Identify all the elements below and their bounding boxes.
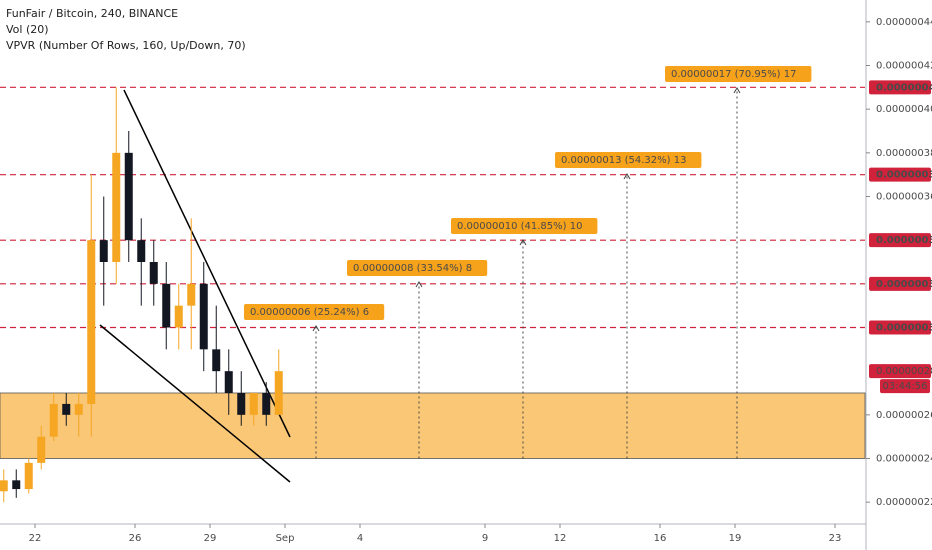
candle-body [212, 349, 221, 372]
candle-body [224, 371, 233, 393]
annotation-box [244, 304, 385, 320]
countdown-tag [880, 379, 930, 394]
trendline [99, 324, 291, 483]
candle-body [37, 436, 46, 463]
annotation-label: 0.00000010 (41.85%) 10 [457, 221, 582, 232]
y-tick-label: 0.00000044 [876, 17, 932, 28]
y-tick-label: 0.00000036 [876, 192, 932, 203]
candle-body [199, 283, 208, 350]
y-tick-label: 0.00000038 [876, 148, 932, 159]
arrow-head [415, 281, 423, 288]
annotation-label: 0.00000008 (33.54%) 8 [353, 263, 472, 274]
candle-body [62, 403, 71, 415]
x-tick-label: 23 [829, 533, 842, 544]
candle-body [262, 393, 271, 415]
annotation-box [555, 152, 702, 168]
candle-body [174, 305, 183, 328]
arrow-head [623, 173, 631, 180]
symbol: FunFair / Bitcoin, 240, BINANCE [6, 7, 178, 20]
level-label: 0.00000032 [876, 279, 932, 290]
candle-body [0, 480, 8, 492]
y-tick-label: 0.00000024 [876, 454, 932, 465]
x-tick-label: 29 [204, 533, 217, 544]
candle-body [124, 152, 133, 241]
level-tag [869, 80, 931, 95]
candle-body [24, 462, 33, 490]
x-tick-label: 22 [29, 533, 42, 544]
x-tick-label: 19 [729, 533, 742, 544]
price-label: 0.00000028 [876, 366, 932, 377]
candle-body [187, 283, 196, 306]
x-tick-label: 4 [357, 533, 363, 544]
candle-body [87, 240, 96, 404]
countdown: 03:44:56 [883, 381, 928, 392]
candle-body [12, 480, 21, 490]
y-tick-label: 0.00000040 [876, 104, 932, 115]
arrow-head [519, 239, 527, 246]
level-label: 0.00000034 [876, 235, 932, 246]
annotation-label: 0.00000006 (25.24%) 6 [250, 307, 369, 318]
y-tick-label: 0.00000042 [876, 61, 932, 72]
level-label: 0.00000037 [876, 170, 932, 181]
annotation-box [665, 66, 812, 82]
indicator: VPVR (Number Of Rows, 160, Up/Down, 70) [6, 39, 246, 52]
trendline [123, 89, 291, 438]
candle-body [112, 152, 121, 262]
annotation-box [451, 218, 598, 234]
x-tick-label: 9 [482, 533, 488, 544]
candle-body [149, 262, 158, 284]
annotation-label: 0.00000017 (70.95%) 17 [671, 69, 796, 80]
indicator: Vol (20) [6, 23, 49, 36]
level-tag [869, 276, 931, 291]
x-tick-label: 12 [554, 533, 567, 544]
candle-body [249, 393, 258, 415]
x-tick-label: 26 [129, 533, 142, 544]
candle-body [74, 403, 83, 415]
candle-body [137, 240, 146, 262]
level-label: 0.00000041 [876, 82, 932, 93]
arrow-head [733, 87, 741, 94]
y-tick-label: 0.00000026 [876, 410, 932, 421]
zone [0, 392, 866, 459]
level-tag [869, 167, 931, 182]
y-tick-label: 0.00000022 [876, 497, 932, 508]
annotation-box [347, 260, 488, 276]
candle-body [274, 371, 283, 415]
annotation-label: 0.00000013 (54.32%) 13 [561, 155, 686, 166]
candle-body [237, 393, 246, 415]
x-tick-label: Sep [276, 533, 295, 544]
level-tag [869, 320, 931, 335]
x-tick-label: 16 [654, 533, 667, 544]
candle-body [99, 240, 108, 262]
candle-body [162, 283, 171, 328]
arrow-head [312, 325, 320, 332]
candle-body [49, 403, 58, 437]
level-tag [869, 233, 931, 248]
price-tag [869, 364, 931, 379]
